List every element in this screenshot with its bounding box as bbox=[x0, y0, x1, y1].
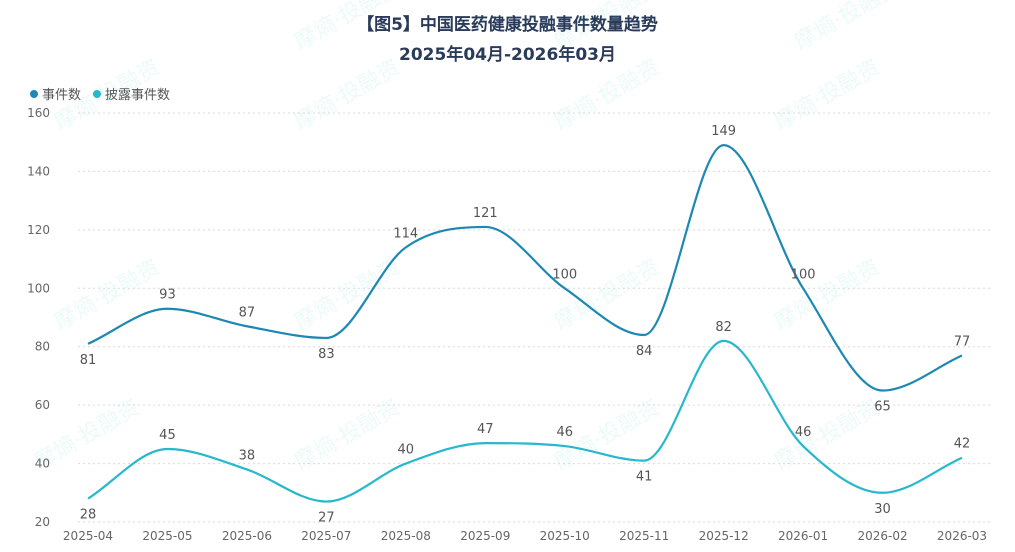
data-label-0-9: 100 bbox=[791, 267, 816, 282]
data-label-1-9: 46 bbox=[795, 425, 812, 440]
watermark-13: 摩熵·投融资 bbox=[551, 0, 665, 55]
watermark-0: 摩熵·投融资 bbox=[51, 55, 165, 135]
data-label-0-2: 87 bbox=[239, 305, 256, 320]
y-tick-label-5: 120 bbox=[27, 223, 50, 237]
legend: 事件数 披露事件数 bbox=[30, 84, 170, 103]
data-label-0-6: 100 bbox=[552, 267, 577, 282]
y-axis: 20 40 60 80 100 120 140 160 bbox=[27, 106, 50, 529]
legend-label-events: 事件数 bbox=[42, 88, 82, 103]
x-tick-label-2: 2025-06 bbox=[222, 529, 272, 543]
chart-subtitle: 2025年04月-2026年03月 bbox=[399, 45, 616, 65]
watermark-12: 摩熵·投融资 bbox=[291, 0, 405, 55]
data-label-1-10: 30 bbox=[874, 502, 891, 517]
data-labels: 81 93 87 83 114 121 100 84 149 100 65 77 28 45 38 27 40 4… bbox=[80, 124, 971, 525]
data-label-0-1: 93 bbox=[159, 288, 176, 303]
y-tick-label-1: 40 bbox=[35, 457, 50, 471]
y-tick-label-6: 140 bbox=[27, 164, 50, 178]
series-line-0 bbox=[87, 144, 963, 392]
data-label-0-4: 114 bbox=[393, 226, 418, 241]
x-tick-label-9: 2026-01 bbox=[778, 529, 828, 543]
data-label-1-8: 82 bbox=[715, 320, 732, 335]
data-label-1-4: 40 bbox=[398, 443, 415, 458]
legend-label-disclosed: 披露事件数 bbox=[105, 88, 171, 103]
y-tick-label-7: 160 bbox=[27, 106, 50, 120]
legend-dot-events bbox=[30, 89, 38, 98]
data-label-0-3: 83 bbox=[318, 347, 335, 362]
y-tick-label-0: 20 bbox=[35, 515, 50, 529]
data-label-1-3: 27 bbox=[318, 511, 335, 526]
data-label-0-10: 65 bbox=[874, 400, 891, 415]
watermark-9: 摩熵·投融资 bbox=[291, 395, 405, 475]
y-tick-label-4: 100 bbox=[27, 281, 50, 295]
watermark-2: 摩熵·投融资 bbox=[551, 55, 665, 135]
chart-title: 【图5】中国医药健康投融事件数量趋势 bbox=[357, 15, 658, 35]
watermark-11: 摩熵·投融资 bbox=[771, 395, 885, 475]
data-label-1-11: 42 bbox=[954, 437, 971, 452]
watermark-1: 摩熵·投融资 bbox=[291, 55, 405, 135]
x-tick-label-0: 2025-04 bbox=[63, 529, 113, 543]
legend-item-events[interactable]: 事件数 bbox=[30, 84, 81, 103]
y-tick-label-2: 60 bbox=[35, 398, 50, 412]
data-label-0-11: 77 bbox=[954, 334, 971, 349]
watermark-4: 摩熵·投融资 bbox=[51, 255, 165, 335]
legend-dot-disclosed bbox=[93, 89, 102, 98]
data-label-0-7: 84 bbox=[636, 344, 653, 359]
data-label-0-8: 149 bbox=[711, 124, 736, 139]
data-label-0-0: 81 bbox=[80, 353, 97, 368]
x-tick-label-3: 2025-07 bbox=[301, 529, 351, 543]
grid-lines bbox=[78, 112, 992, 523]
data-label-1-2: 38 bbox=[239, 448, 256, 463]
x-tick-label-1: 2025-05 bbox=[142, 529, 192, 543]
x-tick-label-4: 2025-08 bbox=[381, 529, 431, 543]
watermark-14: 摩熵·投融资 bbox=[791, 0, 905, 55]
legend-item-disclosed[interactable]: 披露事件数 bbox=[93, 84, 170, 103]
x-tick-label-11: 2026-03 bbox=[937, 529, 987, 543]
data-label-1-7: 41 bbox=[636, 470, 653, 485]
x-tick-label-5: 2025-09 bbox=[460, 529, 510, 543]
x-axis: 2025-04 2025-05 2025-06 2025-07 2025-08 2025-… bbox=[63, 529, 987, 543]
x-tick-label-8: 2025-12 bbox=[699, 529, 749, 543]
x-tick-label-10: 2026-02 bbox=[857, 529, 907, 543]
data-label-0-5: 121 bbox=[473, 206, 498, 221]
watermark-3: 摩熵·投融资 bbox=[771, 55, 885, 135]
series-layer bbox=[87, 144, 963, 503]
watermark-7: 摩熵·投融资 bbox=[771, 255, 885, 335]
y-tick-label-3: 80 bbox=[35, 340, 50, 354]
series-line-1 bbox=[87, 339, 963, 503]
data-label-1-5: 47 bbox=[477, 422, 494, 437]
data-label-1-1: 45 bbox=[159, 428, 176, 443]
x-tick-label-7: 2025-11 bbox=[619, 529, 669, 543]
data-label-1-0: 28 bbox=[80, 508, 97, 523]
data-label-1-6: 46 bbox=[556, 425, 573, 440]
x-tick-label-6: 2025-10 bbox=[540, 529, 590, 543]
